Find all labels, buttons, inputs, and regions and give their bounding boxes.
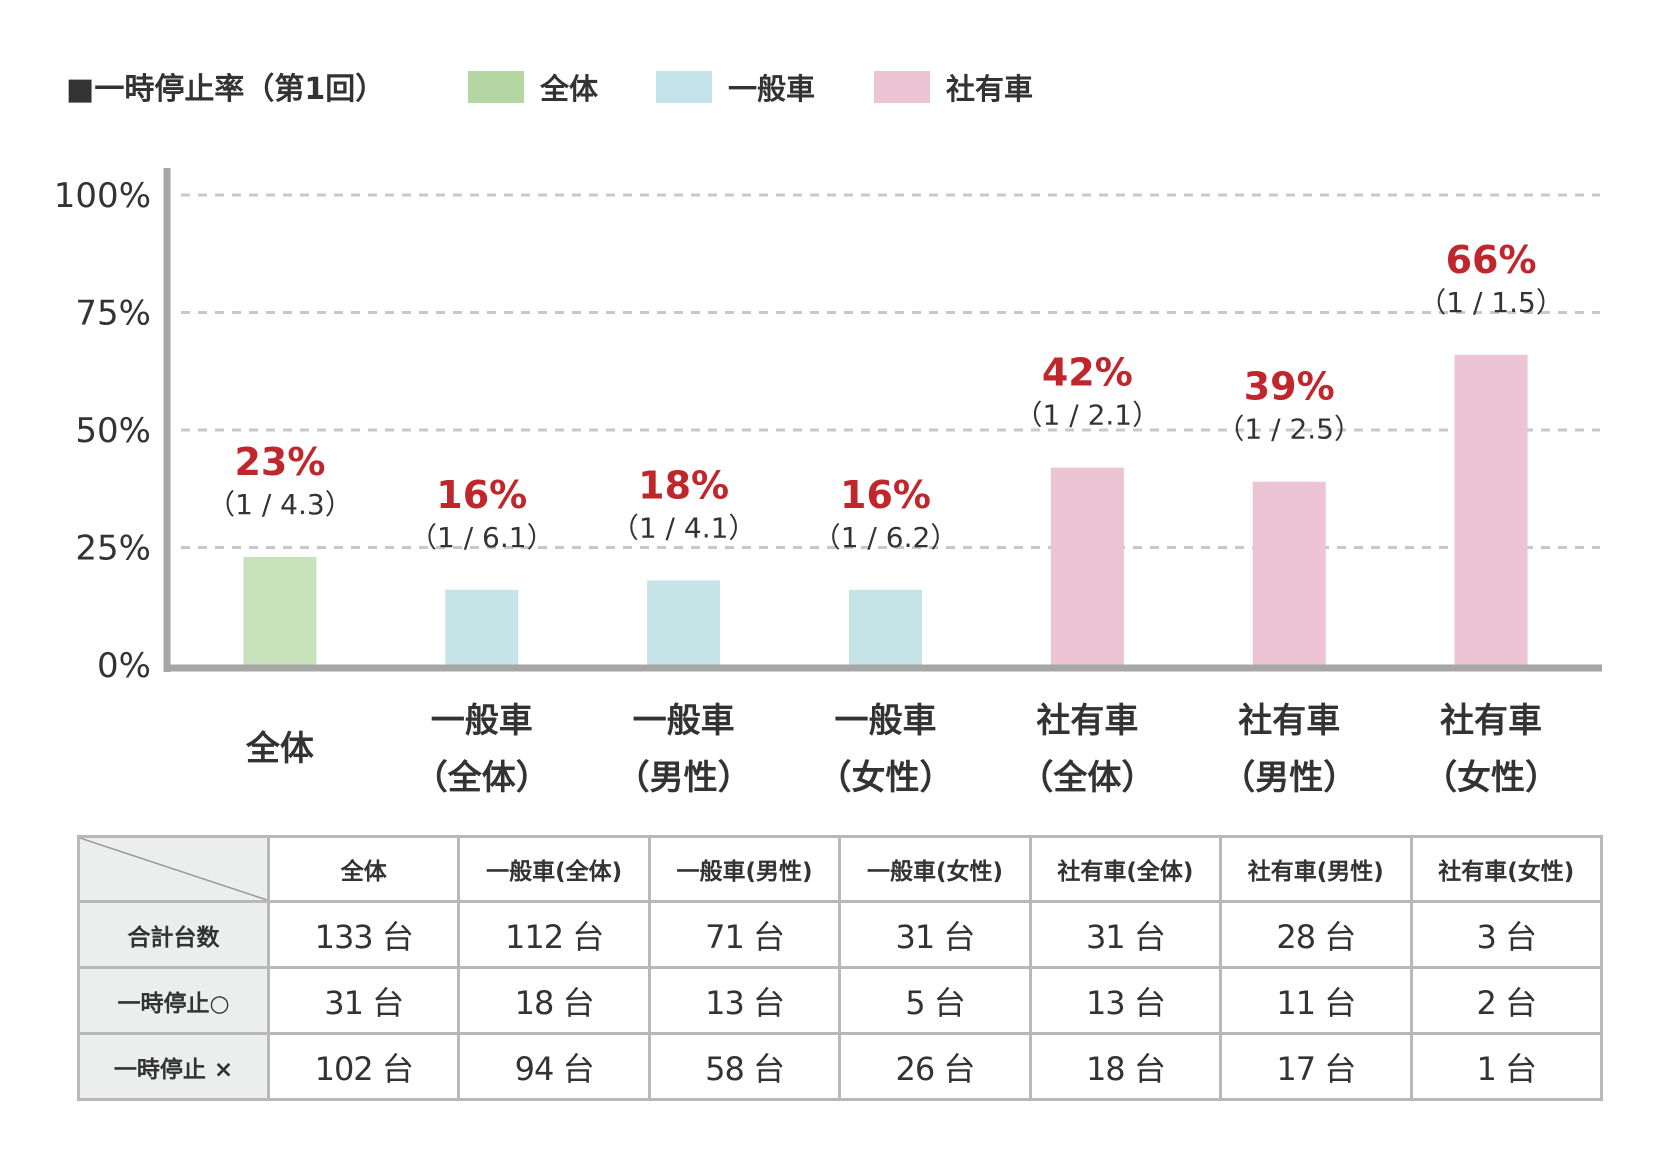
legend-swatch xyxy=(468,71,524,103)
value-label: 42% xyxy=(1042,351,1133,395)
table-header-cell: 一般車(女性) xyxy=(838,835,1032,903)
bar xyxy=(1050,467,1124,665)
x-category-sublabel: （男性） xyxy=(1221,758,1357,798)
table-cell: 13 台 xyxy=(1028,966,1223,1035)
summary-table: 全体 一般車(全体) 一般車(男性) 一般車(女性) 社有車(全体) 社有車(男… xyxy=(77,835,1604,1101)
stop-rate-bar-chart: ■一時停止率（第1回） 全体 一般車 社有車 （1 / 4.3）23%（1 / 6.1… xyxy=(54,71,1602,798)
legend-title: ■一時停止率（第1回） xyxy=(66,72,385,107)
x-category-label: 社有車 xyxy=(1238,701,1340,741)
table-cell: 71 台 xyxy=(647,900,842,969)
bar xyxy=(243,556,317,665)
x-category-label: 一般車 xyxy=(633,701,735,741)
summary-table-wrapper: 全体 一般車(全体) 一般車(男性) 一般車(女性) 社有車(全体) 社有車(男… xyxy=(77,835,1604,1101)
y-axis-tick-labels: 0% 25% 50% 75% 100% xyxy=(54,176,151,686)
ratio-label: （1 / 6.1） xyxy=(409,521,555,554)
table-cell: 18 台 xyxy=(457,966,651,1035)
bar xyxy=(647,580,721,665)
table-corner-cell xyxy=(77,835,270,903)
table-cell: 5 台 xyxy=(838,966,1032,1035)
value-label: 66% xyxy=(1446,238,1537,282)
table-row-label: 合計台数 xyxy=(77,900,270,969)
chart-legend: ■一時停止率（第1回） 全体 一般車 社有車 xyxy=(66,71,1033,107)
table-cell: 2 台 xyxy=(1409,966,1604,1035)
table-cell: 94 台 xyxy=(457,1032,651,1101)
table-cell: 11 台 xyxy=(1219,966,1413,1035)
table-cell: 31 台 xyxy=(266,966,461,1035)
x-category-label: 全体 xyxy=(245,729,314,769)
legend-swatch xyxy=(874,71,930,103)
x-category-label: 社有車 xyxy=(1440,701,1542,741)
value-label: 39% xyxy=(1244,365,1335,409)
chart-axes xyxy=(163,168,1602,672)
x-category-sublabel: （女性） xyxy=(1423,758,1559,798)
table-cell: 3 台 xyxy=(1409,900,1604,969)
x-category-sublabel: （女性） xyxy=(818,758,954,798)
table-cell: 31 台 xyxy=(838,900,1032,969)
table-header-cell: 全体 xyxy=(266,835,461,903)
x-category-label: 一般車 xyxy=(431,701,533,741)
table-row-label: 一時停止○ xyxy=(77,966,270,1035)
x-category-sublabel: （男性） xyxy=(616,758,752,798)
legend-label: 全体 xyxy=(539,72,599,106)
table-cell: 18 台 xyxy=(1028,1032,1223,1101)
x-axis-category-labels: 全体 一般車 （全体） 一般車 （男性） 一般車 （女性） 社有車 （全体） 社有車 （男性） 社有車… xyxy=(245,701,1559,798)
table-cell: 13 台 xyxy=(647,966,842,1035)
bar xyxy=(1454,354,1528,665)
table-header-cell: 社有車(男性) xyxy=(1219,835,1413,903)
ratio-label: （1 / 1.5） xyxy=(1418,286,1564,319)
chart-bars xyxy=(243,354,1528,665)
bar xyxy=(445,589,519,665)
table-row: 一時停止 × 102 台 94 台 58 台 26 台 18 台 17 台 1 … xyxy=(77,1032,1604,1101)
y-tick-label: 50% xyxy=(75,411,151,451)
legend-label: 社有車 xyxy=(946,72,1033,106)
x-category-label: 社有車 xyxy=(1036,701,1138,741)
table-header-cell: 一般車(全体) xyxy=(457,835,651,903)
table-cell: 112 台 xyxy=(457,900,651,969)
x-category-label: 一般車 xyxy=(835,701,937,741)
y-tick-label: 25% xyxy=(75,529,151,569)
table-cell: 26 台 xyxy=(838,1032,1032,1101)
x-category-sublabel: （全体） xyxy=(414,758,550,798)
ratio-label: （1 / 2.1） xyxy=(1015,399,1161,432)
table-header-cell: 一般車(男性) xyxy=(647,835,842,903)
value-label: 18% xyxy=(638,463,729,507)
table-cell: 133 台 xyxy=(266,900,461,969)
legend-swatch xyxy=(656,71,712,103)
bar xyxy=(1252,481,1326,665)
table-cell: 58 台 xyxy=(647,1032,842,1101)
bar xyxy=(849,589,922,665)
corner-diagonal-line xyxy=(80,838,267,900)
table-cell: 17 台 xyxy=(1219,1032,1413,1101)
value-label: 23% xyxy=(234,440,325,484)
table-header-row: 全体 一般車(全体) 一般車(男性) 一般車(女性) 社有車(全体) 社有車(男… xyxy=(77,835,1604,903)
table-row-label: 一時停止 × xyxy=(77,1032,270,1101)
ratio-label: （1 / 6.2） xyxy=(813,521,959,554)
x-category-sublabel: （全体） xyxy=(1019,758,1155,798)
table-row: 合計台数 133 台 112 台 71 台 31 台 31 台 28 台 3 台 xyxy=(77,900,1604,969)
y-tick-label: 0% xyxy=(97,646,151,686)
table-header-cell: 社有車(全体) xyxy=(1028,835,1223,903)
value-label: 16% xyxy=(436,473,527,517)
ratio-label: （1 / 2.5） xyxy=(1216,413,1362,446)
value-label: 16% xyxy=(840,473,931,517)
ratio-label: （1 / 4.1） xyxy=(611,511,757,544)
ratio-label: （1 / 4.3） xyxy=(207,488,353,521)
chart-value-labels: （1 / 4.3） 23% （1 / 6.1） 16% （1 / 4.1） 18% （1 /… xyxy=(207,238,1564,554)
y-tick-label: 100% xyxy=(54,176,151,216)
table-cell: 28 台 xyxy=(1219,900,1413,969)
table-header-cell: 社有車(女性) xyxy=(1409,835,1604,903)
table-cell: 102 台 xyxy=(266,1032,461,1101)
y-tick-label: 75% xyxy=(75,294,151,334)
table-cell: 1 台 xyxy=(1409,1032,1604,1101)
legend-label: 一般車 xyxy=(728,72,815,106)
table-row: 一時停止○ 31 台 18 台 13 台 5 台 13 台 11 台 2 台 xyxy=(77,966,1604,1035)
table-cell: 31 台 xyxy=(1028,900,1223,969)
